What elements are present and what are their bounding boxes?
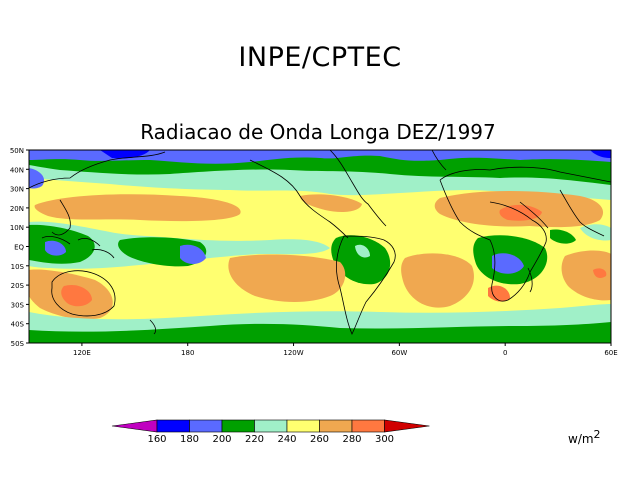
lat-tick-label: 10S xyxy=(11,263,25,271)
lon-tick-label: 120E xyxy=(73,349,91,357)
lat-tick-label: 20N xyxy=(10,205,24,213)
coast-east-asia xyxy=(29,151,166,189)
lat-axis: 50N 40N 30N 20N 10N EQ 10S 20S 30S 40S 50S xyxy=(10,147,29,348)
band-260-280-se-pacific xyxy=(228,254,346,302)
band-180-200-north xyxy=(29,150,611,164)
lat-tick-label: 30S xyxy=(11,301,25,309)
coast-australia xyxy=(51,270,116,317)
lon-tick-label: 60E xyxy=(604,349,617,357)
blob-east-africa xyxy=(550,229,576,244)
coast-north-america-west xyxy=(249,159,349,239)
band-280-300-australia xyxy=(61,284,92,307)
lon-tick-label: 60W xyxy=(391,349,407,357)
unit-exponent: 2 xyxy=(593,428,601,441)
band-200-220-amazon xyxy=(331,235,391,285)
map-title-text: Radiacao de Onda Longa DEZ/1997 xyxy=(140,120,496,144)
colorbar-segment xyxy=(189,419,223,433)
coast-greenland xyxy=(431,150,447,171)
colorbar-tick-label: 260 xyxy=(310,434,329,445)
coast-arabia-india xyxy=(519,189,605,237)
blob-amazon-core xyxy=(355,244,370,258)
band-260-280-mexico xyxy=(300,194,362,212)
colorbar-segment xyxy=(319,419,353,433)
lat-tick-label: 50N xyxy=(10,147,24,155)
coastlines xyxy=(29,150,611,335)
blob-west-siberia xyxy=(29,168,45,189)
coast-south-america xyxy=(336,235,396,335)
colorbar-segment xyxy=(254,419,288,433)
band-180-200-indonesia xyxy=(45,240,66,256)
colorbar: 160 180 200 220 240 260 280 300 xyxy=(111,419,430,445)
coast-africa xyxy=(439,179,547,302)
lat-tick-label: EQ xyxy=(14,244,24,252)
lat-tick-label: 50S xyxy=(11,340,25,348)
colorbar-segment xyxy=(221,419,255,433)
colorbar-high-arrow xyxy=(384,419,430,433)
coast-se-asia xyxy=(51,199,71,236)
olr-field xyxy=(29,150,611,343)
lat-tick-label: 40N xyxy=(10,166,24,174)
colorbar-tick-label: 180 xyxy=(180,434,199,445)
map-title: Radiacao de Onda Longa DEZ/1997 xyxy=(0,120,640,144)
institution-title: INPE/CPTEC xyxy=(238,42,402,73)
lon-axis: 120E 180 120W 60W 0 60E xyxy=(73,343,618,357)
colorbar-tick-label: 160 xyxy=(147,434,166,445)
blob-s-indian-peak xyxy=(593,268,607,278)
band-280-300-arabia xyxy=(499,204,542,221)
band-180-200-spcz xyxy=(180,244,206,264)
colorbar-tick-label: 200 xyxy=(212,434,231,445)
colorbar-segment xyxy=(156,419,190,433)
colorbar-tick-label: 220 xyxy=(245,434,264,445)
coast-north-america-east xyxy=(329,150,387,227)
colorbar-segment xyxy=(351,419,385,433)
band-260-280-nw-pacific xyxy=(34,194,241,222)
band-260-280-s-atlantic xyxy=(401,253,474,308)
unit-base: w/m xyxy=(568,432,594,446)
colorbar-low-arrow xyxy=(111,419,158,433)
coast-eurasia xyxy=(439,166,611,183)
colorbar-tick-label: 280 xyxy=(342,434,361,445)
colorbar-segment xyxy=(286,419,320,433)
lat-tick-label: 40S xyxy=(11,321,25,329)
unit-label: w/m2 xyxy=(568,428,601,446)
band-200-220-south xyxy=(29,322,611,343)
blob-kalahari xyxy=(488,285,510,302)
blob-north-asia xyxy=(590,150,611,158)
lat-tick-label: 10N xyxy=(10,224,24,232)
band-260-280-s-indian xyxy=(561,250,611,301)
band-180-200-africa xyxy=(492,253,524,274)
lon-tick-label: 0 xyxy=(503,349,507,357)
coast-new-zealand xyxy=(149,319,157,335)
coast-madagascar xyxy=(527,267,533,293)
colorbar-tick-label: 240 xyxy=(277,434,296,445)
lat-tick-label: 30N xyxy=(10,186,24,194)
lon-tick-label: 180 xyxy=(181,349,194,357)
blob-north-pacific xyxy=(100,150,150,159)
blob-india xyxy=(580,224,611,241)
coast-indonesia xyxy=(41,236,115,259)
lon-tick-label: 120W xyxy=(283,349,303,357)
colorbar-tick-label: 300 xyxy=(375,434,394,445)
lat-tick-label: 20S xyxy=(11,282,25,290)
